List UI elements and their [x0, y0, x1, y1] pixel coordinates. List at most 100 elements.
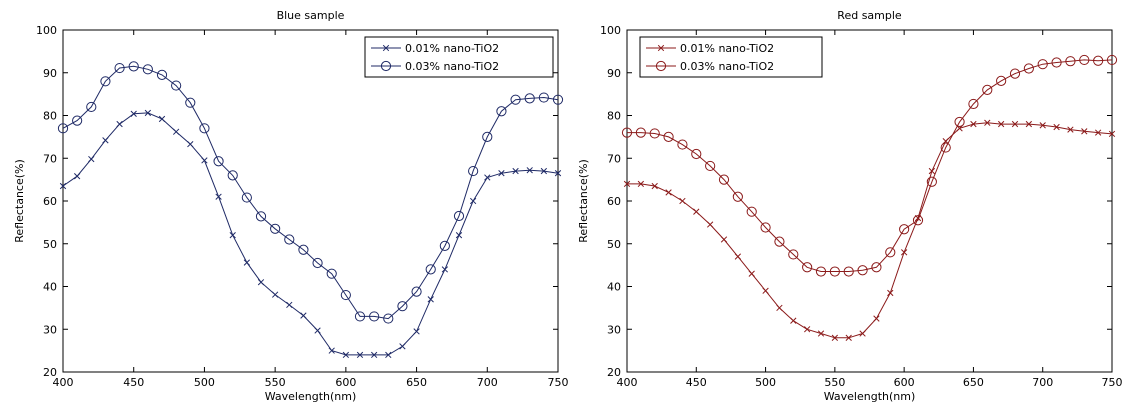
- series-line: [62, 65, 559, 320]
- data-point: [241, 192, 252, 203]
- data-point: [213, 156, 224, 167]
- data-point: [100, 76, 111, 87]
- data-point: [815, 266, 827, 277]
- chart-panel-1: Blue sample 400 450 500 550 600 650 700 750 20 30 4…: [13, 9, 569, 403]
- data-point: [142, 64, 153, 75]
- legend-box: [639, 36, 823, 78]
- data-point: [829, 266, 840, 277]
- data-point: [776, 304, 783, 312]
- data-point: [1025, 120, 1033, 128]
- data-point: [156, 69, 168, 80]
- data-point: [831, 334, 839, 341]
- data-point: [954, 116, 965, 128]
- legend-label: 0.03% nano-TiO2: [680, 60, 774, 73]
- data-point: [72, 115, 83, 126]
- y-tick-label: 70: [43, 152, 57, 165]
- data-point: [88, 155, 95, 163]
- data-point: [383, 313, 394, 324]
- x-tick-label: 450: [686, 376, 707, 389]
- data-point: [885, 247, 896, 258]
- x-tick-label: 750: [1102, 376, 1123, 389]
- data-point: [59, 182, 67, 190]
- data-point: [732, 191, 743, 202]
- legend: 0.01% nano-TiO2 0.03% nano-TiO2: [364, 36, 554, 78]
- data-point: [1051, 57, 1062, 68]
- data-point: [873, 315, 880, 322]
- series-2: [621, 54, 1118, 277]
- data-point: [257, 279, 265, 286]
- x-tick-label: 650: [406, 376, 427, 389]
- y-tick-label: 20: [43, 366, 57, 379]
- data-point: [928, 167, 936, 175]
- data-point: [843, 266, 854, 277]
- plot-area: [626, 29, 1113, 373]
- data-point: [788, 249, 799, 260]
- data-point: [73, 173, 81, 180]
- series-1: [59, 109, 562, 359]
- y-tick-label: 100: [600, 24, 621, 37]
- data-point: [760, 222, 771, 233]
- data-point: [57, 123, 69, 134]
- legend-marker: [382, 44, 390, 52]
- data-point: [171, 80, 182, 91]
- data-point: [453, 210, 465, 222]
- series-line: [62, 112, 559, 356]
- y-axis-label: Reflectance(%): [577, 159, 590, 243]
- y-tick-label: 100: [36, 24, 57, 37]
- data-point: [679, 197, 686, 205]
- data-point: [441, 266, 449, 273]
- data-point: [552, 94, 564, 105]
- x-tick-label: 750: [548, 376, 569, 389]
- data-point: [271, 291, 279, 298]
- y-tick-label: 80: [607, 110, 621, 123]
- data-point: [665, 189, 672, 196]
- plot-area: [62, 29, 559, 373]
- legend: 0.01% nano-TiO2 0.03% nano-TiO2: [639, 36, 823, 78]
- data-point: [720, 236, 728, 243]
- data-point: [300, 312, 307, 319]
- data-point: [746, 206, 757, 217]
- data-point: [397, 301, 408, 312]
- legend-box: [364, 36, 554, 78]
- data-point: [356, 351, 364, 359]
- data-point: [86, 101, 97, 113]
- data-point: [677, 139, 688, 150]
- chart-title: Red sample: [837, 9, 902, 22]
- data-point: [538, 92, 549, 103]
- data-point: [227, 170, 238, 181]
- data-point: [540, 167, 548, 175]
- data-point: [621, 127, 633, 138]
- data-point: [651, 182, 658, 190]
- y-tick-label: 60: [607, 195, 621, 208]
- data-point: [984, 119, 991, 126]
- data-point: [172, 128, 180, 135]
- series-2: [57, 61, 564, 324]
- data-point: [1023, 63, 1034, 74]
- data-point: [469, 197, 477, 205]
- data-point: [637, 180, 645, 188]
- x-tick-label: 600: [335, 376, 356, 389]
- x-tick-label: 700: [1032, 376, 1053, 389]
- data-point: [427, 296, 434, 303]
- data-point: [1053, 123, 1060, 131]
- data-point: [385, 351, 392, 359]
- legend-label: 0.01% nano-TiO2: [680, 42, 774, 55]
- data-point: [1108, 130, 1116, 138]
- data-point: [201, 157, 208, 164]
- data-point: [284, 234, 295, 245]
- data-point: [803, 326, 811, 333]
- data-point: [857, 265, 868, 276]
- data-point: [312, 257, 323, 269]
- data-point: [185, 97, 196, 108]
- data-point: [1094, 129, 1102, 136]
- data-point: [158, 115, 166, 123]
- data-point: [554, 170, 562, 177]
- series-line: [627, 59, 1113, 272]
- data-point: [706, 221, 714, 228]
- data-point: [705, 160, 716, 172]
- data-point: [144, 109, 152, 117]
- data-point: [940, 142, 951, 153]
- y-tick-label: 40: [43, 281, 57, 294]
- data-point: [354, 311, 366, 322]
